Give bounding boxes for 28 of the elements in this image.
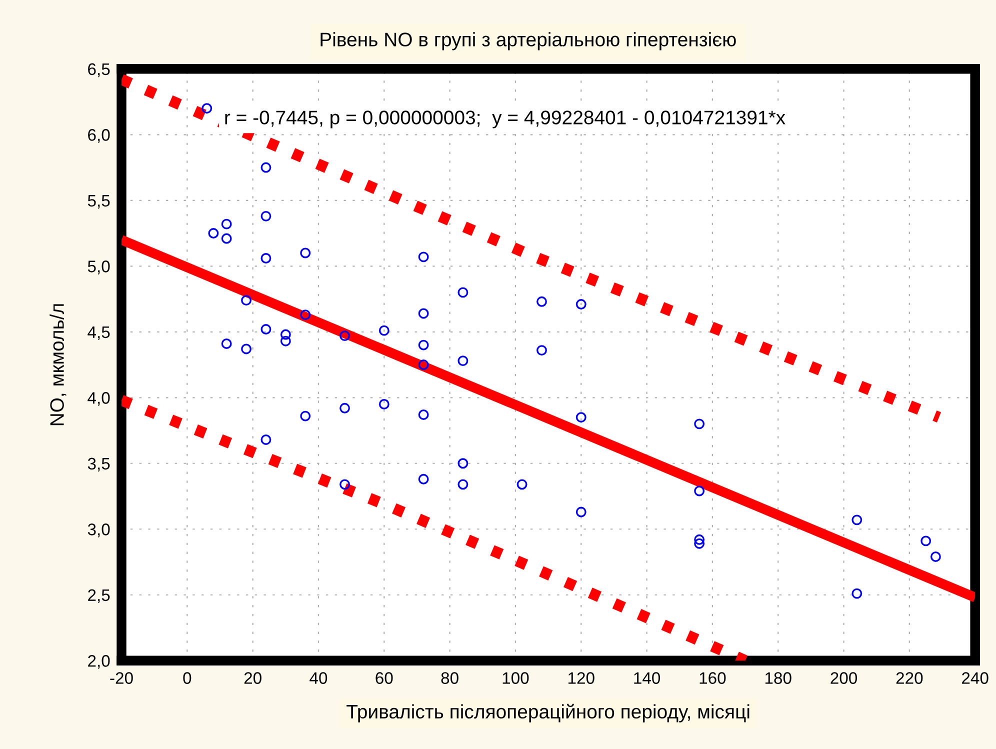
x-tick-label: 140 [634, 672, 660, 684]
x-tick-label: 20 [244, 672, 262, 684]
x-tick-label: 220 [896, 672, 923, 684]
annotation: r = -0,7445, p = 0,000000003; y = 4,99228401 - 0,0104721391*x [225, 110, 786, 128]
y-tick-label: 4,0 [88, 392, 110, 406]
x-axis-title: Тривалість післяопераційного періоду, місяці [346, 704, 750, 722]
x-tick-label: -20 [110, 672, 133, 684]
y-axis-title: NO, мкмоль/л [50, 304, 66, 426]
x-tick-label: 240 [962, 672, 988, 684]
x-tick-label: 0 [183, 672, 192, 684]
x-tick-label: 200 [830, 672, 858, 684]
y-tick-label: 2,5 [88, 589, 110, 604]
y-tick-label: 4,5 [88, 326, 110, 340]
x-tick-label: 40 [310, 672, 328, 684]
chart-title: Рівень NO в групі з артеріальною гіпертензією [320, 32, 736, 50]
x-tick-label: 160 [700, 672, 726, 684]
x-tick-label: 180 [765, 672, 792, 684]
y-tick-label: 3,0 [88, 524, 110, 538]
x-tick-label: 100 [502, 672, 529, 684]
y-tick-label: 6,0 [88, 129, 110, 143]
x-tick-label: 120 [568, 672, 594, 684]
x-tick-label: 60 [376, 672, 393, 684]
y-tick-label: 5,0 [88, 260, 110, 274]
y-tick-label: 2,0 [88, 655, 110, 669]
y-tick-label: 5,5 [88, 194, 110, 209]
y-tick-label: 3,5 [88, 458, 110, 472]
x-tick-label: 80 [441, 672, 458, 684]
y-tick-label: 6,5 [88, 63, 110, 78]
